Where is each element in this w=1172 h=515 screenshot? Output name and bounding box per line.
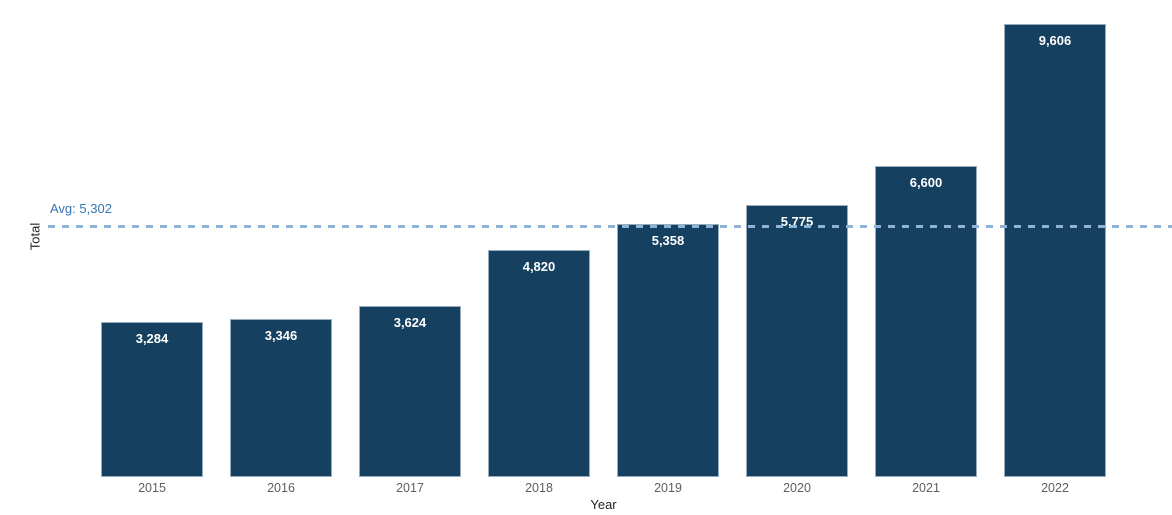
bar-2018[interactable]: 4,820	[488, 250, 590, 477]
bar-value-label: 3,284	[135, 331, 169, 346]
x-tick-2020: 2020	[783, 481, 811, 495]
bar-value-label: 5,358	[651, 233, 685, 248]
bar-value-label: 3,624	[393, 315, 427, 330]
bar-value-label: 6,600	[909, 175, 943, 190]
x-axis-title: Year	[590, 497, 617, 512]
average-line-label: Avg: 5,302	[50, 201, 112, 216]
average-line	[48, 225, 1172, 228]
bar-2020[interactable]: 5,775	[746, 205, 848, 477]
y-axis-title: Total	[27, 222, 43, 251]
bar-2022[interactable]: 9,606	[1004, 24, 1106, 477]
x-tick-2015: 2015	[138, 481, 166, 495]
x-tick-2019: 2019	[654, 481, 682, 495]
bar-2021[interactable]: 6,600	[875, 166, 977, 477]
bar-value-label: 4,820	[522, 259, 556, 274]
bar-2015[interactable]: 3,284	[101, 322, 203, 477]
x-tick-2017: 2017	[396, 481, 424, 495]
bar-value-label: 9,606	[1038, 33, 1072, 48]
bar-2017[interactable]: 3,624	[359, 306, 461, 477]
x-tick-2021: 2021	[912, 481, 940, 495]
bar-2016[interactable]: 3,346	[230, 319, 332, 477]
x-tick-2022: 2022	[1041, 481, 1069, 495]
x-tick-2018: 2018	[525, 481, 553, 495]
x-tick-2016: 2016	[267, 481, 295, 495]
bar-2019[interactable]: 5,358	[617, 224, 719, 477]
bar-value-label: 3,346	[264, 328, 298, 343]
